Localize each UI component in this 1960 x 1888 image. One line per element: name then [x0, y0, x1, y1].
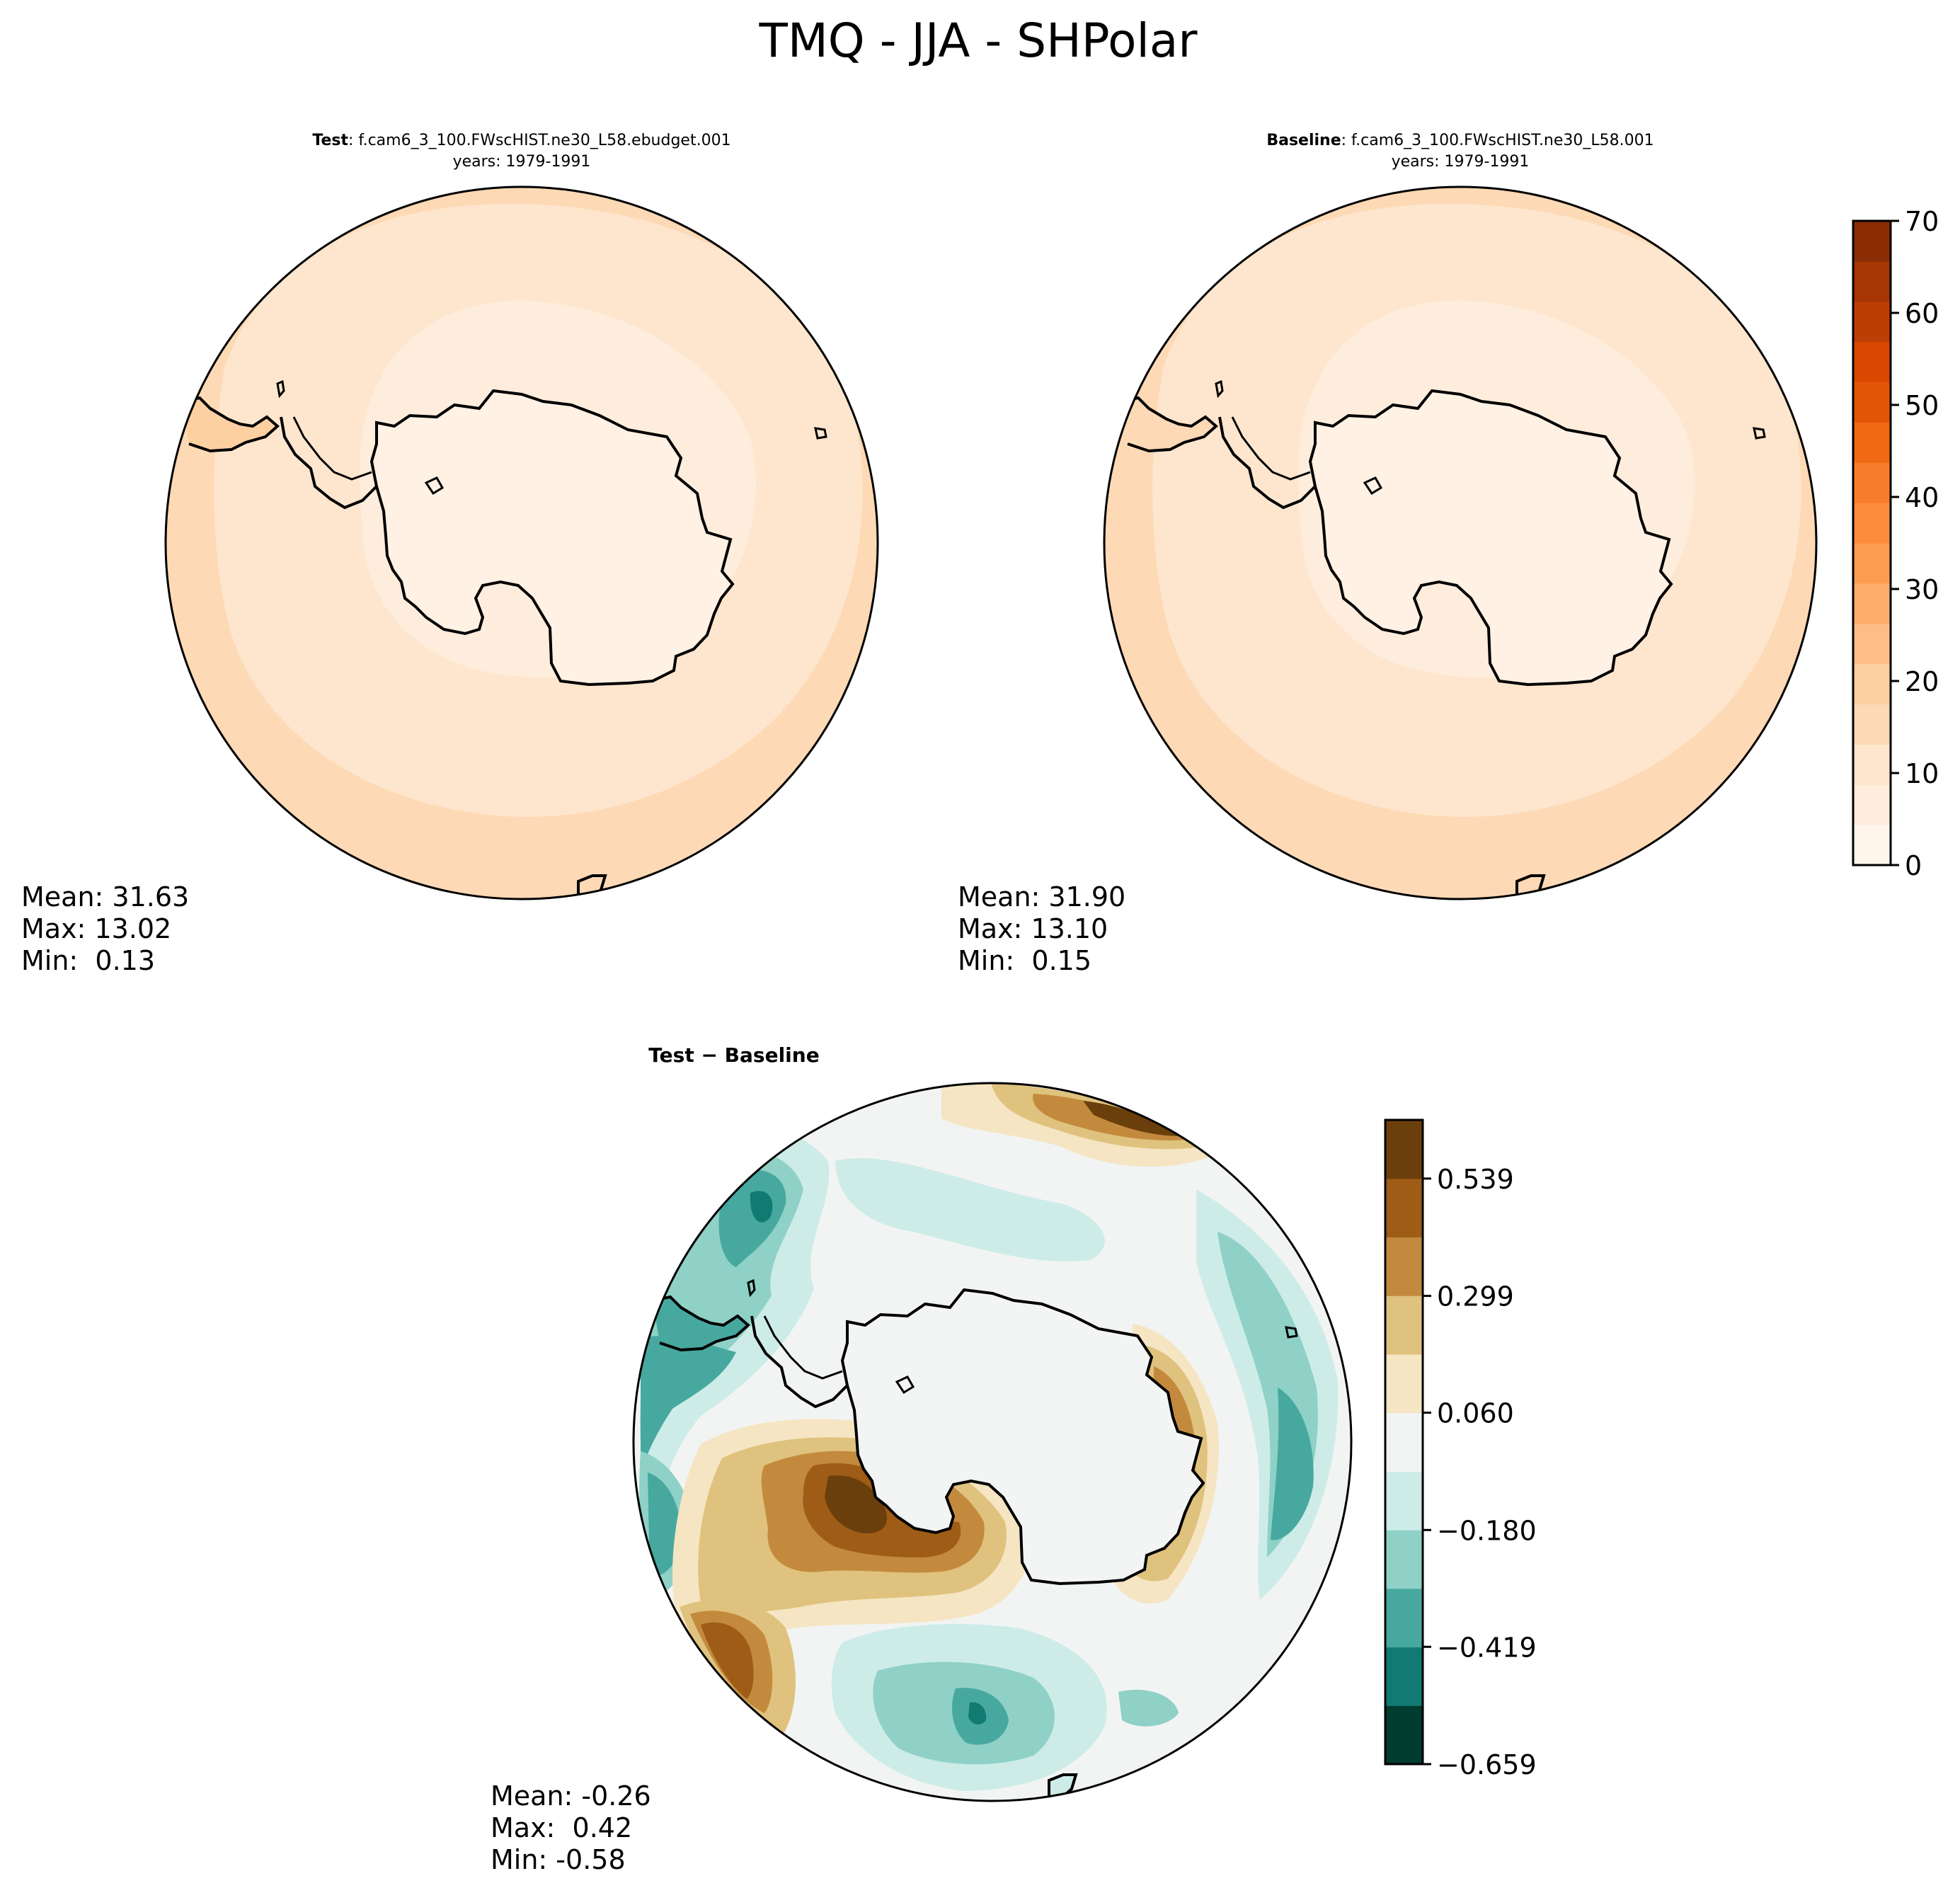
- difference-stat-mean: Mean: -0.26: [491, 1780, 651, 1812]
- baseline-title-label: Baseline: [1266, 132, 1341, 149]
- test-subtitle: years: 1979-1991: [453, 153, 591, 171]
- colorbar-absolute-swatch: [1853, 663, 1891, 705]
- difference-map: [634, 1083, 1351, 1801]
- test-map-boundary: [164, 185, 879, 900]
- baseline-stat-max: Max: 13.10: [958, 913, 1108, 944]
- colorbar-difference-swatch: [1385, 1412, 1423, 1472]
- colorbar-absolute-swatch: [1853, 382, 1891, 423]
- colorbar-absolute-swatch: [1853, 503, 1891, 544]
- colorbar-difference-swatch: [1385, 1354, 1423, 1414]
- colorbar-difference-tick-label: −0.180: [1437, 1515, 1537, 1546]
- colorbar-absolute-swatch: [1853, 422, 1891, 463]
- colorbar-difference-swatches: [1385, 1120, 1423, 1765]
- colorbar-absolute-swatch: [1853, 623, 1891, 665]
- diff-brown-far-sw-deep: [701, 1622, 754, 1699]
- test-stat-max: Max: 13.02: [21, 913, 171, 944]
- colorbar-absolute-tick-label: 60: [1905, 298, 1939, 329]
- colorbar-difference-tick-label: 0.060: [1437, 1398, 1514, 1429]
- diff-teal-southeast: [1118, 1689, 1179, 1727]
- figure-title: TMQ - JJA - SHPolar: [759, 13, 1198, 68]
- colorbar-absolute: 0 10 20 30 40 50 60 70: [1852, 206, 1939, 881]
- test-title-label: Test: [312, 132, 348, 149]
- colorbar-absolute-tick-label: 40: [1905, 482, 1939, 513]
- baseline-title-run: : f.cam6_3_100.FWscHIST.ne30_L58.001: [1341, 132, 1654, 149]
- colorbar-absolute-swatch: [1853, 744, 1891, 785]
- diff-teal-west-deep: [718, 1169, 786, 1267]
- baseline-map-boundary: [1103, 185, 1818, 900]
- diff-teal-coast-strip: [641, 1336, 736, 1472]
- colorbar-absolute-tick-label: 20: [1905, 666, 1939, 697]
- colorbar-absolute-swatch: [1853, 221, 1891, 262]
- colorbar-difference-ticks: 0.539 0.299 0.060 −0.180 −0.419 −0.659: [1423, 1164, 1537, 1780]
- diff-teal-north-belt: [835, 1157, 1105, 1261]
- difference-title: Test − Baseline: [648, 1043, 819, 1067]
- baseline-australia-tip: [1515, 874, 1545, 899]
- colorbar-absolute-swatch: [1853, 704, 1891, 745]
- difference-map-boundary: [632, 1082, 1353, 1802]
- baseline-stat-mean: Mean: 31.90: [958, 881, 1125, 912]
- test-map: [166, 187, 878, 899]
- colorbar-absolute-tick-label: 50: [1905, 390, 1939, 421]
- colorbar-absolute-swatch: [1853, 261, 1891, 302]
- test-stat-min: Min: 0.13: [21, 945, 155, 976]
- colorbar-absolute-swatch: [1853, 583, 1891, 624]
- colorbar-difference-frame: [1384, 1119, 1424, 1766]
- colorbar-difference-swatch: [1385, 1471, 1423, 1531]
- test-stat-mean: Mean: 31.63: [21, 881, 189, 912]
- diff-brown-sw-core: [825, 1475, 888, 1533]
- difference-panel: Test − Baseline: [491, 1043, 1353, 1875]
- diff-teal-south-core: [968, 1702, 987, 1725]
- colorbar-difference-swatch: [1385, 1237, 1423, 1296]
- colorbar-absolute-tick-label: 0: [1905, 850, 1922, 881]
- test-title: Test: f.cam6_3_100.FWscHIST.ne30_L58.ebu…: [312, 132, 730, 149]
- colorbar-absolute-swatch: [1853, 462, 1891, 503]
- colorbar-difference-swatch: [1385, 1120, 1423, 1179]
- baseline-map: [1104, 187, 1816, 899]
- colorbar-difference-swatch: [1385, 1178, 1423, 1238]
- colorbar-difference-swatch: [1385, 1295, 1423, 1355]
- baseline-panel: Baseline: f.cam6_3_100.FWscHIST.ne30_L58…: [958, 132, 1818, 976]
- colorbar-difference-swatch: [1385, 1530, 1423, 1589]
- baseline-title: Baseline: f.cam6_3_100.FWscHIST.ne30_L58…: [1266, 132, 1654, 149]
- colorbar-difference-swatch: [1385, 1705, 1423, 1765]
- test-panel: Test: f.cam6_3_100.FWscHIST.ne30_L58.ebu…: [21, 132, 879, 976]
- colorbar-difference-tick-label: −0.419: [1437, 1632, 1537, 1663]
- colorbar-absolute-swatches: [1853, 221, 1891, 866]
- colorbar-difference: 0.539 0.299 0.060 −0.180 −0.419 −0.659: [1384, 1119, 1537, 1780]
- colorbar-absolute-swatch: [1853, 543, 1891, 584]
- test-title-run: : f.cam6_3_100.FWscHIST.ne30_L58.ebudget…: [348, 132, 731, 149]
- colorbar-difference-swatch: [1385, 1588, 1423, 1648]
- colorbar-absolute-tick-label: 30: [1905, 574, 1939, 605]
- colorbar-difference-tick-label: 0.299: [1437, 1281, 1514, 1312]
- colorbar-absolute-swatch: [1853, 825, 1891, 866]
- baseline-stat-min: Min: 0.15: [958, 945, 1091, 976]
- colorbar-absolute-swatch: [1853, 341, 1891, 383]
- colorbar-absolute-frame: [1852, 219, 1892, 866]
- colorbar-difference-tick-label: −0.659: [1437, 1749, 1537, 1780]
- diff-teal-east-deep: [1271, 1388, 1314, 1540]
- diff-teal-southwest-deep: [648, 1472, 682, 1576]
- colorbar-absolute-ticks: 0 10 20 30 40 50 60 70: [1891, 206, 1939, 881]
- test-australia-tip: [577, 874, 607, 899]
- colorbar-absolute-tick-label: 10: [1905, 758, 1939, 789]
- diff-brown-ne-core: [1083, 1101, 1182, 1136]
- colorbar-absolute-swatch: [1853, 301, 1891, 343]
- difference-stat-max: Max: 0.42: [491, 1812, 632, 1843]
- colorbar-difference-swatch: [1385, 1647, 1423, 1706]
- difference-stat-min: Min: -0.58: [491, 1844, 626, 1875]
- baseline-subtitle: years: 1979-1991: [1392, 153, 1530, 171]
- colorbar-difference-tick-label: 0.539: [1437, 1164, 1514, 1195]
- colorbar-absolute-swatch: [1853, 784, 1891, 825]
- colorbar-absolute-tick-label: 70: [1905, 206, 1939, 237]
- diff-teal-west-core: [750, 1191, 773, 1223]
